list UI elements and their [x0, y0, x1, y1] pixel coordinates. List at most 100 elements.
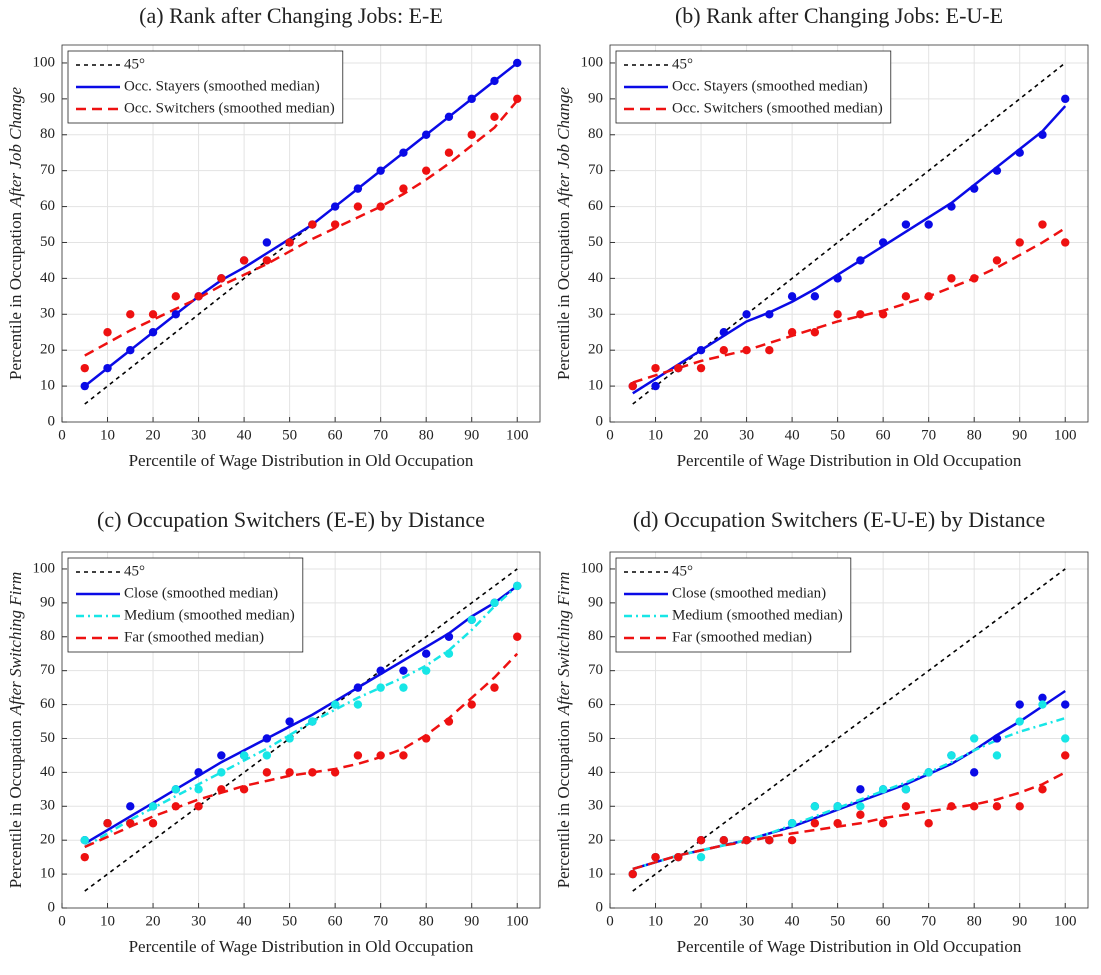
- data-point: [399, 751, 408, 760]
- series-line: [632, 568, 1066, 892]
- x-tick-label: 10: [648, 913, 663, 929]
- data-point: [376, 683, 385, 692]
- x-tick-label: 10: [100, 913, 115, 929]
- data-point: [148, 328, 158, 337]
- data-point: [126, 802, 135, 811]
- data-point: [969, 734, 979, 743]
- data-point: [376, 202, 385, 211]
- x-tick-label: 40: [237, 913, 252, 929]
- data-point: [924, 819, 933, 828]
- legend-label: Close (smoothed median): [672, 585, 826, 601]
- data-point: [719, 328, 729, 337]
- data-point: [833, 310, 842, 319]
- data-point: [992, 256, 1002, 265]
- data-point: [80, 363, 89, 373]
- y-tick-label: 30: [40, 798, 55, 814]
- data-point: [833, 274, 842, 283]
- panel: (d) Occupation Switchers (E-U-E) by Dist…: [554, 507, 1089, 956]
- x-tick-label: 0: [606, 913, 614, 929]
- data-point: [1015, 700, 1024, 709]
- y-axis-label-emphasis: After Switching Firm: [554, 572, 573, 717]
- data-point: [901, 802, 911, 811]
- data-point: [878, 310, 888, 319]
- data-point: [399, 148, 408, 157]
- data-point: [810, 819, 820, 828]
- data-point: [353, 202, 363, 211]
- plot-frame: [61, 551, 541, 909]
- legend: 45° Occ. Stayers (smoothed median) Occ. Sw…: [67, 50, 344, 124]
- y-tick-label: 40: [588, 270, 603, 286]
- y-axis-label-text: Percentile in Occupation: [6, 211, 25, 380]
- y-tick-label: 10: [588, 378, 603, 394]
- data-point: [194, 768, 203, 777]
- y-tick-label: 20: [40, 342, 55, 358]
- x-tick-label: 70: [373, 913, 388, 929]
- x-tick-label: 70: [373, 427, 388, 443]
- y-tick-label: 0: [48, 899, 56, 915]
- data-point: [513, 94, 522, 104]
- data-point: [148, 310, 158, 319]
- data-point: [513, 581, 522, 591]
- y-axis-label-emphasis: After Job Change: [6, 87, 25, 208]
- data-point: [376, 751, 385, 760]
- data-point: [969, 274, 979, 283]
- data-point: [126, 819, 135, 828]
- x-axis-label: Percentile of Wage Distribution in Old O…: [677, 937, 1022, 956]
- y-tick-label: 30: [588, 798, 603, 814]
- data-point: [856, 785, 865, 794]
- data-point: [651, 363, 660, 373]
- panel: (b) Rank after Changing Jobs: E-U-E 0 10 20…: [554, 3, 1089, 470]
- data-point: [399, 683, 408, 692]
- x-tick-label: 40: [237, 427, 252, 443]
- y-tick-label: 40: [40, 764, 55, 780]
- x-tick-label: 90: [1012, 913, 1027, 929]
- data-point: [810, 802, 820, 811]
- data-point: [80, 835, 89, 845]
- data-point: [285, 717, 294, 726]
- data-point: [353, 683, 363, 692]
- data-point: [1061, 751, 1070, 760]
- data-point: [421, 649, 431, 658]
- panel: (c) Occupation Switchers (E-E) by Distan…: [6, 507, 541, 956]
- data-point: [194, 785, 203, 794]
- x-tick-label: 100: [506, 913, 529, 929]
- data-point: [1015, 717, 1024, 726]
- data-point: [444, 717, 454, 726]
- y-tick-label: 100: [581, 54, 604, 70]
- data-point: [901, 292, 911, 301]
- x-tick-label: 40: [785, 913, 800, 929]
- data-point: [308, 717, 317, 726]
- data-point: [674, 363, 683, 373]
- y-tick-label: 80: [40, 126, 55, 142]
- data-point: [969, 802, 979, 811]
- data-point: [969, 184, 979, 193]
- x-tick-label: 60: [876, 427, 891, 443]
- y-tick-label: 60: [588, 696, 603, 712]
- x-tick-label: 30: [739, 913, 754, 929]
- x-tick-label: 40: [785, 427, 800, 443]
- data-point: [1038, 700, 1047, 709]
- data-point: [330, 768, 340, 777]
- legend-label: Occ. Switchers (smoothed median): [124, 100, 335, 116]
- plot-frame: [61, 44, 541, 423]
- y-axis-label-text: Percentile in Occupation: [6, 720, 25, 889]
- data-point: [992, 802, 1002, 811]
- data-point: [239, 785, 249, 794]
- y-axis-label: Percentile in Occupation After Switching …: [554, 572, 573, 889]
- data-point: [992, 751, 1002, 760]
- data-point: [856, 256, 865, 265]
- data-point: [171, 310, 181, 319]
- data-point: [969, 768, 979, 777]
- x-tick-label: 0: [606, 427, 614, 443]
- data-point: [628, 869, 637, 879]
- series-line: [632, 716, 1066, 871]
- legend-label: 45°: [672, 563, 693, 579]
- y-tick-label: 60: [40, 198, 55, 214]
- data-point: [765, 310, 774, 319]
- y-tick-label: 90: [588, 90, 603, 106]
- data-point: [696, 852, 706, 862]
- data-point: [171, 292, 181, 301]
- data-point: [171, 802, 181, 811]
- y-tick-label: 70: [588, 662, 603, 678]
- y-tick-label: 20: [588, 342, 603, 358]
